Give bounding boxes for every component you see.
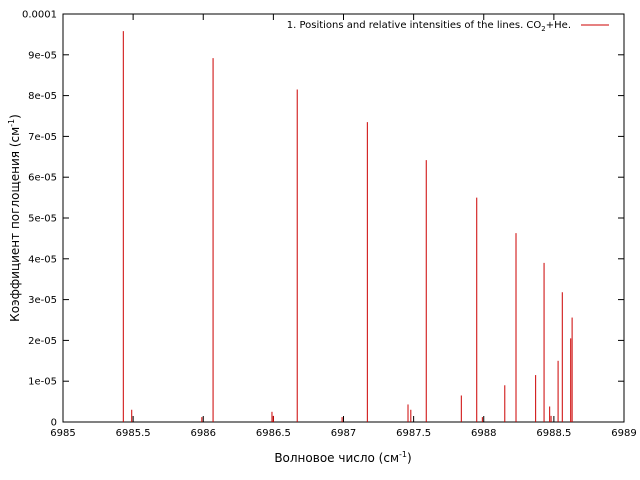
legend-label-main: 1. Positions and relative intensities of… [287, 20, 542, 31]
x-tick-label: 6988.5 [536, 428, 571, 439]
x-axis-title-main: Волновое число (см [274, 451, 399, 465]
y-tick-label: 9e-05 [28, 50, 57, 61]
legend-label: 1. Positions and relative intensities of… [287, 20, 571, 33]
x-tick-label: 6988 [471, 428, 496, 439]
y-tick-label: 7e-05 [28, 132, 57, 143]
x-tick-label: 6985.5 [116, 428, 151, 439]
y-tick-label: 1e-05 [28, 377, 57, 388]
y-tick-label: 0 [51, 418, 57, 429]
x-axis-title: Волновое число (см-1) [274, 450, 411, 465]
x-tick-label: 6985 [50, 428, 75, 439]
x-tick-label: 6986.5 [256, 428, 291, 439]
x-tick-label: 6986 [191, 428, 216, 439]
x-axis-title-end: ) [407, 451, 412, 465]
y-tick-label: 0.0001 [22, 10, 57, 21]
legend-label-end: +He. [546, 20, 571, 31]
y-tick-label: 8e-05 [28, 91, 57, 102]
y-tick-label: 6e-05 [28, 173, 57, 184]
x-tick-label: 6989 [611, 428, 636, 439]
x-tick-label: 6987 [331, 428, 356, 439]
x-tick-labels: 6985 6985.5 6986 6986.5 6987 6987.5 6988 6988.5… [50, 428, 636, 439]
plot-frame [62, 13, 625, 423]
y-axis-title-end: ) [8, 114, 22, 119]
series-lines [122, 31, 573, 422]
axis-ticks [62, 13, 625, 423]
y-axis-title-main: Коэффициент поглощения (см [8, 127, 22, 322]
y-axis-title: Коэффициент поглощения (см-1) [7, 114, 22, 322]
y-axis-title-sup: -1 [7, 119, 16, 127]
x-axis-title-sup: -1 [399, 450, 407, 459]
y-tick-label: 3e-05 [28, 295, 57, 306]
y-tick-labels: 0 1e-05 2e-05 3e-05 4e-05 5e-05 6e-05 7e-05 8e-0… [22, 10, 57, 429]
y-tick-label: 4e-05 [28, 254, 57, 265]
y-tick-label: 5e-05 [28, 214, 57, 225]
legend: 1. Positions and relative intensities of… [287, 20, 609, 33]
x-tick-label: 6987.5 [396, 428, 431, 439]
legend-label-sub: 2 [541, 25, 545, 33]
y-tick-label: 2e-05 [28, 336, 57, 347]
